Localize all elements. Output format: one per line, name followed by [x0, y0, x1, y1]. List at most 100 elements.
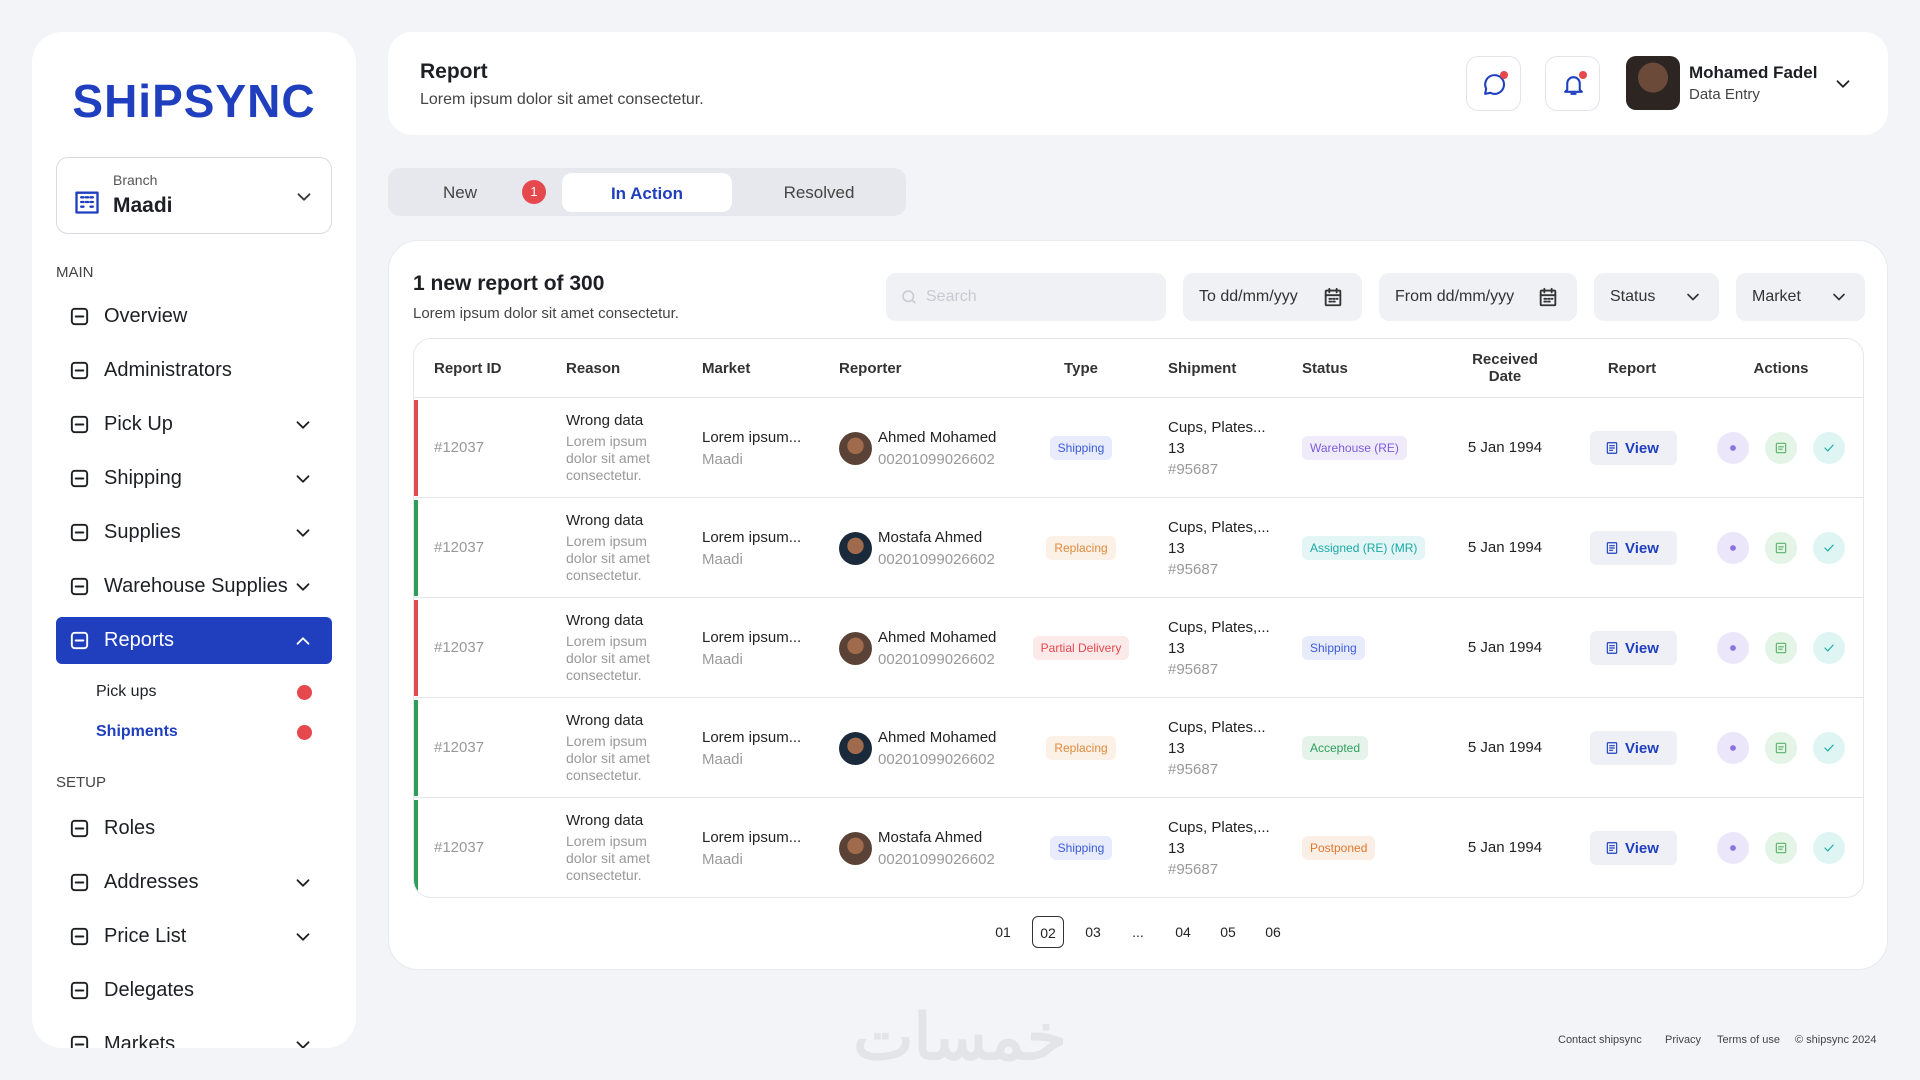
resolve-action[interactable] — [1813, 532, 1845, 564]
preview-action[interactable] — [1717, 632, 1749, 664]
notes-action[interactable] — [1765, 832, 1797, 864]
view-report-button[interactable]: View — [1590, 631, 1677, 665]
icon — [1730, 545, 1736, 551]
nav-item[interactable]: Pick Up — [56, 401, 332, 448]
reporter-name: Ahmed Mohamed — [878, 429, 997, 446]
footer-link[interactable]: Terms of use — [1717, 1034, 1780, 1046]
received-date: 5 Jan 1994 — [1467, 539, 1543, 556]
nav-label: Roles — [104, 817, 156, 839]
shipment-items: Cups, Plates... — [1168, 419, 1266, 436]
market: Lorem ipsum... — [702, 529, 802, 546]
sub-nav-item[interactable]: Pick ups — [88, 678, 328, 706]
nav-item[interactable]: Overview — [56, 293, 332, 340]
chevron — [292, 468, 314, 490]
reason: Wrong data — [566, 712, 644, 729]
page-button[interactable]: ... — [1132, 924, 1144, 940]
search-input[interactable]: Search — [886, 273, 1166, 321]
shipment-quantity: 13 — [1168, 640, 1185, 657]
page-button[interactable]: 06 — [1265, 924, 1281, 940]
page-button[interactable]: 05 — [1220, 924, 1236, 940]
view-report-button[interactable]: View — [1590, 731, 1677, 765]
chat-button[interactable] — [1466, 56, 1521, 111]
resolve-action[interactable] — [1813, 832, 1845, 864]
tab[interactable]: Resolved — [732, 168, 906, 216]
preview-action[interactable] — [1717, 532, 1749, 564]
badge: Shipping — [1049, 836, 1113, 860]
action-icon — [1822, 541, 1836, 555]
dropdown-filter[interactable]: Market — [1736, 273, 1865, 321]
footer-link[interactable]: Contact shipsync — [1558, 1034, 1642, 1046]
badge: Postponed — [1302, 836, 1376, 860]
resolve-action[interactable] — [1813, 632, 1845, 664]
page-title: Report — [420, 60, 488, 83]
shipment-items: Cups, Plates,... — [1168, 819, 1270, 836]
reporter-phone: 00201099026602 — [878, 651, 995, 668]
view-label: View — [1625, 840, 1659, 857]
bell-icon — [1561, 72, 1586, 97]
nav-item[interactable]: Addresses — [56, 859, 332, 906]
nav-item[interactable]: Administrators — [56, 347, 332, 394]
nav-item[interactable]: Roles — [56, 805, 332, 852]
badge: Accepted — [1302, 736, 1369, 760]
type-cell: Partial Delivery — [1001, 636, 1161, 660]
market: Lorem ipsum... — [702, 729, 802, 746]
nav-item[interactable]: Shipping — [56, 455, 332, 502]
notifications-button[interactable] — [1545, 56, 1600, 111]
nav-item[interactable]: Markets — [56, 1021, 332, 1048]
report-id: #12037 — [434, 739, 485, 756]
notes-action[interactable] — [1765, 432, 1797, 464]
sub-nav-label: Pick ups — [96, 683, 157, 700]
preview-action[interactable] — [1717, 832, 1749, 864]
report-icon — [1605, 441, 1619, 455]
row-status-stripe — [414, 600, 418, 696]
icon — [1836, 80, 1850, 88]
column-header: Shipment — [1168, 360, 1237, 377]
notes-action[interactable] — [1765, 732, 1797, 764]
column-header: Received Date — [1472, 351, 1538, 385]
icon — [70, 927, 89, 946]
tab[interactable]: New 1 — [388, 168, 562, 216]
page-button[interactable]: 01 — [995, 924, 1011, 940]
footer-link[interactable]: Privacy — [1665, 1034, 1702, 1046]
resolve-action[interactable] — [1813, 732, 1845, 764]
tab[interactable]: In Action — [562, 173, 732, 212]
icon — [70, 469, 89, 488]
page-button[interactable]: 03 — [1085, 924, 1101, 940]
nav-label: Shipping — [104, 467, 182, 489]
action-icon — [1822, 741, 1836, 755]
view-report-button[interactable]: View — [1590, 431, 1677, 465]
page-button[interactable]: 02 — [1032, 916, 1064, 948]
chat-icon — [1482, 72, 1507, 97]
nav-item[interactable]: Warehouse Supplies — [56, 563, 332, 610]
view-report-button[interactable]: View — [1590, 531, 1677, 565]
sub-nav-item[interactable]: Shipments — [88, 718, 328, 746]
footer-link[interactable]: © shipsync 2024 — [1795, 1034, 1877, 1046]
received-date: 5 Jan 1994 — [1467, 839, 1543, 856]
icon — [1730, 645, 1736, 651]
icon — [902, 290, 916, 304]
preview-action[interactable] — [1717, 432, 1749, 464]
nav-label: Supplies — [104, 521, 181, 543]
preview-action[interactable] — [1717, 732, 1749, 764]
nav-item[interactable]: Price List — [56, 913, 332, 960]
view-report-button[interactable]: View — [1590, 831, 1677, 865]
notes-action[interactable] — [1765, 632, 1797, 664]
reason-detail: Lorem ipsum dolor sit amet consectetur. — [566, 433, 651, 483]
nav-item[interactable]: Delegates — [56, 967, 332, 1014]
branch-select[interactable]: Branch Maadi — [56, 157, 332, 234]
dropdown-filter[interactable]: Status — [1594, 273, 1719, 321]
page-button[interactable]: 04 — [1175, 924, 1191, 940]
nav-item[interactable]: Reports — [56, 617, 332, 664]
date-filter[interactable]: From dd/mm/yyy — [1379, 273, 1577, 321]
notes-action[interactable] — [1765, 532, 1797, 564]
dropdown-label: Status — [1610, 288, 1656, 305]
shipment-id: #95687 — [1168, 561, 1219, 578]
tab-label: New — [442, 183, 477, 202]
nav-label: Pick Up — [104, 413, 173, 435]
date-filter[interactable]: To dd/mm/yyy — [1183, 273, 1362, 321]
nav-item[interactable]: Supplies — [56, 509, 332, 556]
report-id: #12037 — [434, 439, 485, 456]
resolve-action[interactable] — [1813, 432, 1845, 464]
nav-label: Reports — [104, 629, 175, 651]
